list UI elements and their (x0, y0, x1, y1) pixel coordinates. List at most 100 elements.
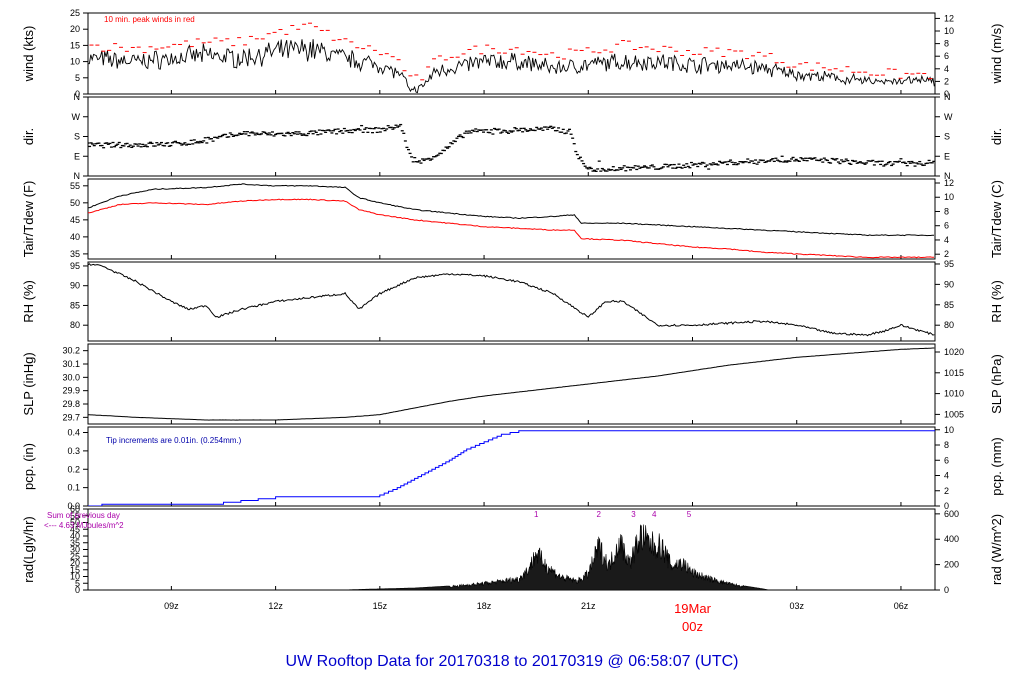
wind-ytick-label-left: 5 (75, 73, 80, 83)
slp-ylabel-right: SLP (hPa) (989, 354, 1004, 414)
x-tick-label: 09z (164, 601, 179, 611)
panel-temp: 35 40 45 50 55 2 4 6 8 10 12 Tair/Tdew (F) Tair/Tdew… (21, 178, 1004, 260)
wind-ytick-label-left: 0 (75, 89, 80, 99)
wind-ytick-label-left: 25 (70, 8, 80, 18)
x-tick-label: 18z (477, 601, 492, 611)
temp-ytick-label-right: 2 (944, 249, 949, 259)
rh-ylabel-right: RH (%) (989, 280, 1004, 323)
pcp-ytick-label-right: 0 (944, 501, 949, 511)
pcp-ylabel-left: pcp. (in) (21, 443, 36, 490)
pcp-ytick-label-right: 2 (944, 486, 949, 496)
slp-frame (87, 343, 936, 425)
precip-annotation: Tip increments are 0.01in. (0.254mm.) (106, 436, 242, 445)
x-tick-label: 03z (789, 601, 804, 611)
rh-ytick-label-left: 95 (70, 261, 80, 271)
dir-frame (87, 96, 936, 177)
rad-ylabel-left: rad(Lgly/hr) (21, 516, 36, 582)
slp-ytick-label-left: 30.2 (62, 346, 80, 356)
radiation-note-line2: <--- 4.63 MJoules/m^2 (44, 521, 124, 530)
panel-slp: 29.7 29.8 29.9 30.0 30.1 30.2 1005 1010 1015 1020… (21, 343, 1004, 425)
dir-ytick-label-right: N (944, 92, 951, 102)
relative-humidity-line (88, 263, 935, 337)
slp-ytick-label-left: 29.7 (62, 412, 80, 422)
dir-ytick-label-left: W (72, 112, 81, 122)
slp-ytick-label-right: 1010 (944, 389, 964, 399)
panel-pcp: 0.0 0.1 0.2 0.3 0.4 0 2 4 6 8 10 pcp. (in) pcp. (mm)… (21, 425, 1004, 511)
radiation-peak-marker: 4 (652, 510, 657, 519)
panel-wind: 0 5 10 15 20 25 0 2 4 6 8 10 12 wind (kts) wind (m/s) 1… (21, 8, 1004, 99)
dewpoint-line (88, 198, 934, 259)
rh-ytick-label-left: 80 (70, 320, 80, 330)
radiation-peak-marker: 2 (596, 510, 601, 519)
temp-ytick-label-right: 10 (944, 192, 954, 202)
wind-ytick-label-left: 10 (70, 57, 80, 67)
slp-ytick-label-left: 30.0 (62, 372, 80, 382)
precipitation-line (88, 430, 935, 506)
rad-ylabel-right: rad (W/m^2) (989, 514, 1004, 585)
slp-ytick-label-left: 29.8 (62, 399, 80, 409)
page-title: UW Rooftop Data for 20170318 to 20170319… (286, 653, 739, 670)
wind-ytick-label-right: 0 (944, 89, 949, 99)
rad-frame (87, 508, 936, 591)
rad-ytick-label-right: 0 (944, 585, 949, 595)
pcp-ytick-label-right: 8 (944, 440, 949, 450)
temp-ytick-label-left: 40 (70, 232, 80, 242)
panel-rad: 0510152025303540455055600200400600rad(Lg… (21, 504, 1004, 595)
rh-ytick-label-right: 85 (944, 300, 954, 310)
wind-ytick-label-right: 2 (944, 76, 949, 86)
dir-ytick-label-right: W (944, 112, 953, 122)
pcp-data (88, 430, 935, 506)
rad-ytick-label-right: 400 (944, 534, 959, 544)
rad-ytick-label-left: 60 (70, 504, 80, 514)
rad-ytick-label-left: 10 (70, 572, 80, 582)
slp-ytick-label-right: 1005 (944, 409, 964, 419)
dir-ylabel-right: dir. (989, 128, 1004, 145)
wind-ytick-label-right: 8 (944, 39, 949, 49)
dir-ytick-label-right: S (944, 132, 950, 142)
dir-ytick-label-right: E (944, 151, 950, 161)
wind-frame (87, 12, 936, 95)
temp-frame (87, 178, 936, 260)
rh-frame (87, 261, 936, 342)
temp-ytick-label-left: 50 (70, 198, 80, 208)
pcp-frame (87, 426, 936, 507)
rad-data (88, 524, 935, 590)
pcp-ylabel-right: pcp. (mm) (989, 437, 1004, 496)
rad-ytick-label-left: 55 (70, 511, 80, 521)
pcp-ytick-label-right: 10 (944, 425, 954, 435)
x-tick-label: 15z (373, 601, 388, 611)
temp-ytick-label-right: 8 (944, 206, 949, 216)
temp-ylabel-left: Tair/Tdew (F) (21, 181, 36, 258)
pcp-ytick-label-left: 0.0 (67, 501, 80, 511)
rad-ytick-label-left: 45 (70, 524, 80, 534)
slp-data (88, 347, 935, 421)
dir-ytick-label-left: S (74, 132, 80, 142)
pcp-ytick-label-left: 0.2 (67, 464, 80, 474)
x-tick-label: 21z (581, 601, 596, 611)
wind-ytick-label-left: 20 (70, 24, 80, 34)
rad-ytick-label-right: 200 (944, 560, 959, 570)
rh-data (88, 263, 935, 337)
rh-ylabel-left: RH (%) (21, 280, 36, 323)
rad-ytick-label-left: 0 (75, 585, 80, 595)
dir-ytick-label-left: E (74, 151, 80, 161)
rh-ytick-label-left: 90 (70, 281, 80, 291)
dir-ytick-label-left: N (74, 171, 81, 181)
wind-ytick-label-right: 4 (944, 64, 949, 74)
air-temperature-line (88, 183, 935, 237)
rad-ytick-label-left: 25 (70, 551, 80, 561)
slp-ytick-label-left: 29.9 (62, 386, 80, 396)
temp-ylabel-right: Tair/Tdew (C) (989, 180, 1004, 258)
temp-ytick-label-left: 45 (70, 215, 80, 225)
rh-ytick-label-right: 80 (944, 320, 954, 330)
rad-ytick-label-left: 50 (70, 518, 80, 528)
rad-ytick-label-left: 20 (70, 558, 80, 568)
x-tick-label: 06z (894, 601, 909, 611)
rad-ytick-label-left: 30 (70, 545, 80, 555)
wind-ylabel-left: wind (kts) (21, 26, 36, 83)
radiation-peak-marker: 1 (534, 510, 539, 519)
slp-ytick-label-left: 30.1 (62, 359, 80, 369)
wind-ytick-label-right: 6 (944, 51, 949, 61)
